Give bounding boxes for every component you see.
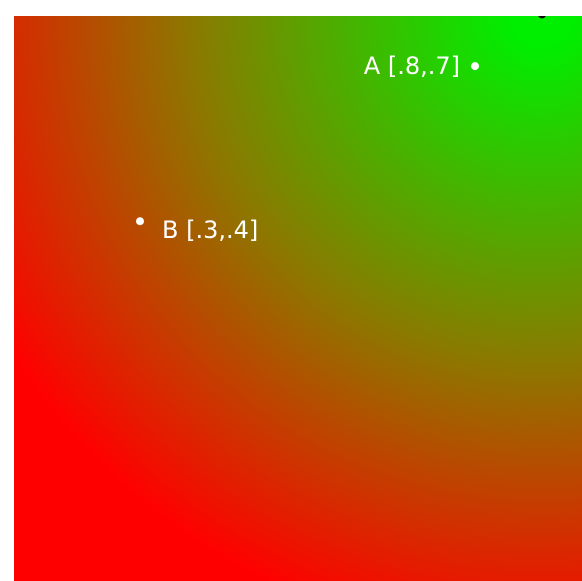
point-b-marker: [136, 217, 144, 226]
gradient-plot: V [.9,.8]A [.8,.7]B [.3,.4]: [14, 16, 582, 581]
point-b-label: B [.3,.4]: [162, 216, 258, 244]
point-a-label: A [.8,.7]: [364, 52, 460, 80]
point-v-marker: [538, 16, 546, 19]
point-marks: V [.9,.8]A [.8,.7]B [.3,.4]: [136, 16, 546, 244]
gradient-background: [14, 16, 582, 581]
point-a-marker: [471, 62, 479, 71]
plot-canvas: V [.9,.8]A [.8,.7]B [.3,.4]: [14, 16, 582, 581]
